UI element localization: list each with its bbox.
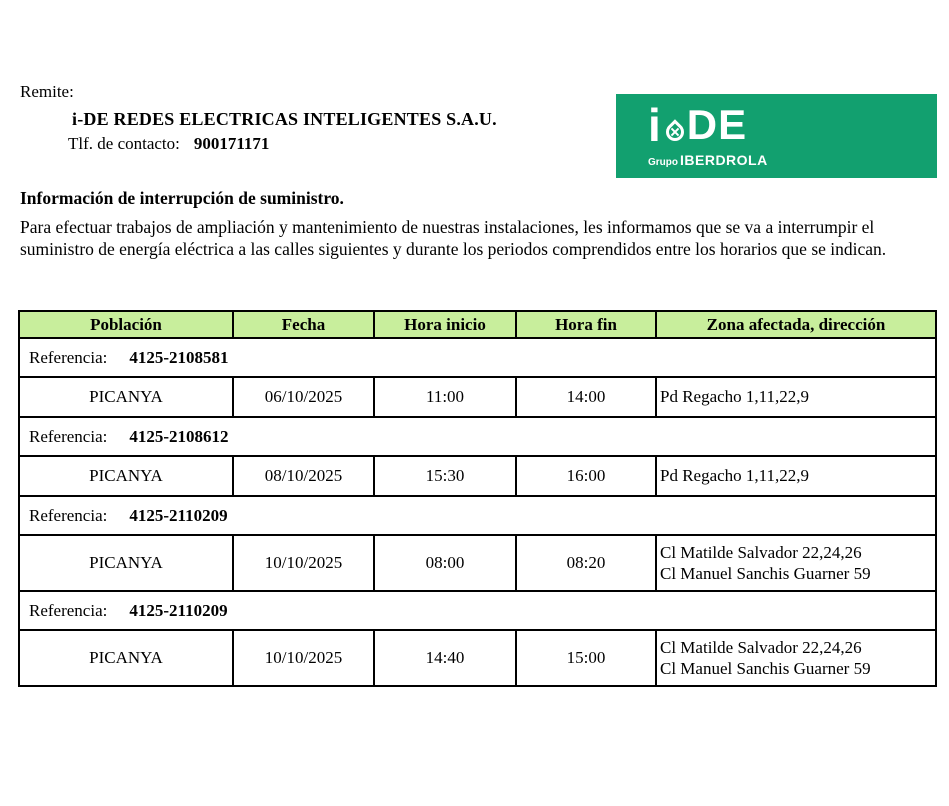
reference-cell: Referencia: 4125-2110209	[18, 495, 937, 536]
table-header-row: Población Fecha Hora inicio Hora fin Zon…	[18, 310, 937, 339]
cell-hora-inicio: 08:00	[373, 534, 517, 592]
contact-phone: 900171171	[193, 134, 270, 153]
remite-label: Remite:	[20, 82, 74, 101]
outage-table: Población Fecha Hora inicio Hora fin Zon…	[18, 310, 937, 687]
logo-content: i DE Grupo IBERDROLA	[648, 102, 768, 168]
logo-grupo-label: Grupo	[648, 157, 678, 168]
header-zona: Zona afectada, dirección	[655, 310, 937, 339]
ide-iberdrola-logo: i DE Grupo IBERDROLA	[616, 94, 937, 178]
reference-label: Referencia:	[29, 505, 108, 525]
reference-label: Referencia:	[29, 426, 108, 446]
reference-row: Referencia: 4125-2108612	[18, 416, 937, 457]
table-row: PICANYA 08/10/2025 15:30 16:00 Pd Regach…	[18, 455, 937, 497]
cell-hora-fin: 14:00	[515, 376, 657, 418]
table-row: PICANYA 06/10/2025 11:00 14:00 Pd Regach…	[18, 376, 937, 418]
reference-label: Referencia:	[29, 600, 108, 620]
table-row: PICANYA 10/10/2025 14:40 15:00 Cl Matild…	[18, 629, 937, 687]
header-poblacion: Población	[18, 310, 234, 339]
sender-block: Remite: i-DE REDES ELECTRICAS INTELIGENT…	[20, 82, 610, 154]
cell-hora-inicio: 11:00	[373, 376, 517, 418]
cell-zona: Pd Regacho 1,11,22,9	[655, 376, 937, 418]
zona-line: Pd Regacho 1,11,22,9	[660, 466, 810, 486]
zona-line: Cl Matilde Salvador 22,24,26	[660, 637, 862, 657]
cell-poblacion: PICANYA	[18, 629, 234, 687]
reference-cell: Referencia: 4125-2108612	[18, 416, 937, 457]
zona-line: Pd Regacho 1,11,22,9	[660, 387, 810, 407]
reference-row: Referencia: 4125-2110209	[18, 590, 937, 631]
notice-body: Para efectuar trabajos de ampliación y m…	[20, 217, 887, 260]
reference-number: 4125-2110209	[129, 600, 228, 620]
zona-line: Cl Matilde Salvador 22,24,26	[660, 542, 862, 562]
leaf-plug-icon	[662, 119, 688, 145]
logo-iberdrola-label: IBERDROLA	[680, 152, 768, 168]
cell-hora-fin: 15:00	[515, 629, 657, 687]
reference-number: 4125-2108581	[129, 347, 229, 367]
cell-poblacion: PICANYA	[18, 376, 234, 418]
reference-number: 4125-2108612	[129, 426, 229, 446]
cell-hora-inicio: 14:40	[373, 629, 517, 687]
contact-line: Tlf. de contacto: 900171171	[20, 134, 610, 154]
header-hora-fin: Hora fin	[515, 310, 657, 339]
cell-fecha: 06/10/2025	[232, 376, 375, 418]
cell-fecha: 08/10/2025	[232, 455, 375, 497]
cell-hora-inicio: 15:30	[373, 455, 517, 497]
cell-zona: Cl Matilde Salvador 22,24,26 Cl Manuel S…	[655, 629, 937, 687]
notice-title: Información de interrupción de suministr…	[20, 188, 344, 208]
logo-group-line: Grupo IBERDROLA	[648, 152, 768, 168]
zona-line: Cl Manuel Sanchis Guarner 59	[660, 659, 871, 678]
reference-cell: Referencia: 4125-2108581	[18, 337, 937, 378]
reference-number: 4125-2110209	[129, 505, 228, 525]
cell-poblacion: PICANYA	[18, 455, 234, 497]
zona-line: Cl Manuel Sanchis Guarner 59	[660, 564, 871, 583]
cell-fecha: 10/10/2025	[232, 629, 375, 687]
reference-cell: Referencia: 4125-2110209	[18, 590, 937, 631]
cell-hora-fin: 08:20	[515, 534, 657, 592]
header-hora-inicio: Hora inicio	[373, 310, 517, 339]
cell-hora-fin: 16:00	[515, 455, 657, 497]
logo-letter-i: i	[648, 99, 661, 151]
cell-zona: Pd Regacho 1,11,22,9	[655, 455, 937, 497]
cell-fecha: 10/10/2025	[232, 534, 375, 592]
company-name: i-DE REDES ELECTRICAS INTELIGENTES S.A.U…	[72, 109, 497, 129]
cell-zona: Cl Matilde Salvador 22,24,26 Cl Manuel S…	[655, 534, 937, 592]
reference-row: Referencia: 4125-2108581	[18, 337, 937, 378]
logo-brand-line: i DE	[648, 102, 768, 148]
cell-poblacion: PICANYA	[18, 534, 234, 592]
reference-label: Referencia:	[29, 347, 108, 367]
contact-label: Tlf. de contacto:	[68, 134, 180, 153]
reference-row: Referencia: 4125-2110209	[18, 495, 937, 536]
logo-letters-de: DE	[686, 101, 748, 148]
header-fecha: Fecha	[232, 310, 375, 339]
table-row: PICANYA 10/10/2025 08:00 08:20 Cl Matild…	[18, 534, 937, 592]
